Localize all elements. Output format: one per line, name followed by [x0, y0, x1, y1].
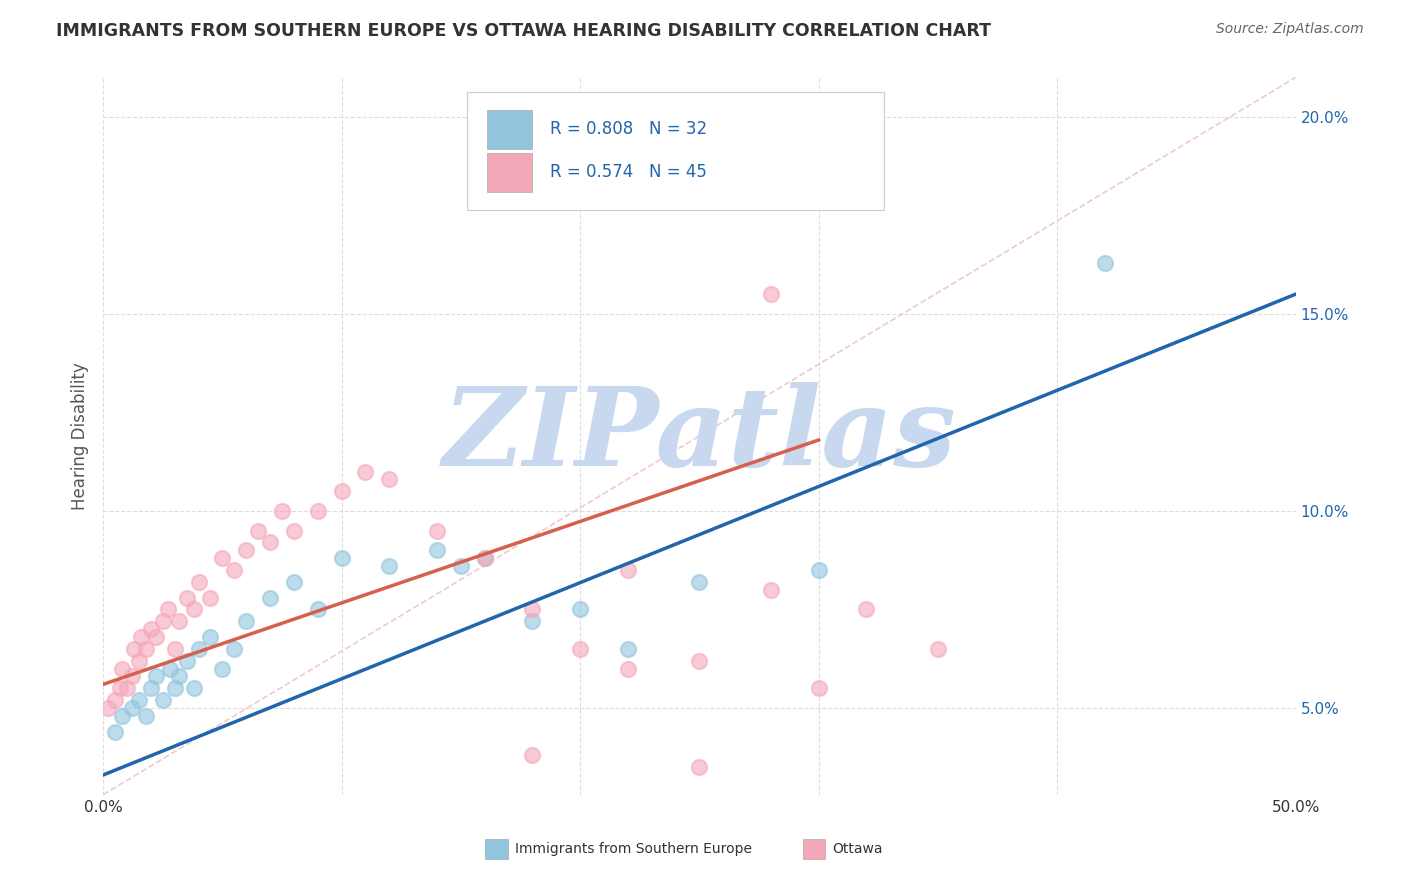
Text: R = 0.574   N = 45: R = 0.574 N = 45 — [550, 163, 707, 181]
Y-axis label: Hearing Disability: Hearing Disability — [72, 362, 89, 510]
Point — [139, 622, 162, 636]
Point — [688, 574, 710, 589]
Point — [156, 602, 179, 616]
Text: ZIPatlas: ZIPatlas — [443, 383, 956, 490]
Point — [426, 543, 449, 558]
Point — [617, 662, 640, 676]
Point — [128, 693, 150, 707]
Point — [927, 641, 949, 656]
Point — [855, 602, 877, 616]
Point — [128, 654, 150, 668]
Point — [271, 504, 294, 518]
Text: IMMIGRANTS FROM SOUTHERN EUROPE VS OTTAWA HEARING DISABILITY CORRELATION CHART: IMMIGRANTS FROM SOUTHERN EUROPE VS OTTAW… — [56, 22, 991, 40]
Point — [522, 615, 544, 629]
Point — [104, 724, 127, 739]
Point — [122, 641, 145, 656]
Point — [169, 615, 191, 629]
Point — [224, 641, 246, 656]
Point — [569, 641, 592, 656]
Point — [235, 543, 257, 558]
Point — [426, 524, 449, 538]
Point — [108, 681, 131, 696]
Point — [121, 669, 143, 683]
Point — [111, 709, 134, 723]
Point — [807, 563, 830, 577]
Point — [522, 748, 544, 763]
Point — [200, 591, 222, 605]
Point — [522, 602, 544, 616]
Point — [450, 559, 472, 574]
Point — [135, 709, 157, 723]
Point — [183, 602, 205, 616]
Point — [259, 591, 281, 605]
Text: R = 0.808   N = 32: R = 0.808 N = 32 — [550, 120, 707, 138]
Point — [569, 602, 592, 616]
Point — [211, 662, 233, 676]
Point — [200, 630, 222, 644]
Point — [474, 551, 496, 566]
Point — [283, 574, 305, 589]
Point — [617, 641, 640, 656]
Point — [163, 641, 186, 656]
Point — [330, 484, 353, 499]
Point — [759, 582, 782, 597]
Point — [115, 681, 138, 696]
Point — [688, 654, 710, 668]
FancyBboxPatch shape — [803, 839, 825, 859]
Point — [183, 681, 205, 696]
Point — [330, 551, 353, 566]
Point — [688, 760, 710, 774]
Point — [224, 563, 246, 577]
Point — [152, 693, 174, 707]
FancyBboxPatch shape — [467, 92, 884, 211]
Point — [152, 615, 174, 629]
Point — [1094, 255, 1116, 269]
Text: Ottawa: Ottawa — [832, 842, 883, 856]
Point — [145, 669, 167, 683]
Point — [307, 504, 329, 518]
Point — [159, 662, 181, 676]
Point — [378, 472, 401, 486]
Point — [129, 630, 152, 644]
Point — [759, 287, 782, 301]
Point — [135, 641, 157, 656]
Point — [97, 701, 120, 715]
Point — [354, 465, 377, 479]
Point — [121, 701, 143, 715]
Point — [176, 591, 198, 605]
Point — [259, 535, 281, 549]
Point — [176, 654, 198, 668]
FancyBboxPatch shape — [486, 153, 533, 192]
Text: Immigrants from Southern Europe: Immigrants from Southern Europe — [515, 842, 752, 856]
Point — [617, 563, 640, 577]
FancyBboxPatch shape — [486, 110, 533, 149]
Point — [307, 602, 329, 616]
Point — [235, 615, 257, 629]
Point — [163, 681, 186, 696]
Point — [145, 630, 167, 644]
FancyBboxPatch shape — [485, 839, 508, 859]
Point — [139, 681, 162, 696]
Point — [474, 551, 496, 566]
Point — [187, 574, 209, 589]
Point — [378, 559, 401, 574]
Point — [247, 524, 270, 538]
Point — [111, 662, 134, 676]
Point — [187, 641, 209, 656]
Point — [807, 681, 830, 696]
Point — [211, 551, 233, 566]
Point — [104, 693, 127, 707]
Point — [169, 669, 191, 683]
Text: Source: ZipAtlas.com: Source: ZipAtlas.com — [1216, 22, 1364, 37]
Point — [283, 524, 305, 538]
